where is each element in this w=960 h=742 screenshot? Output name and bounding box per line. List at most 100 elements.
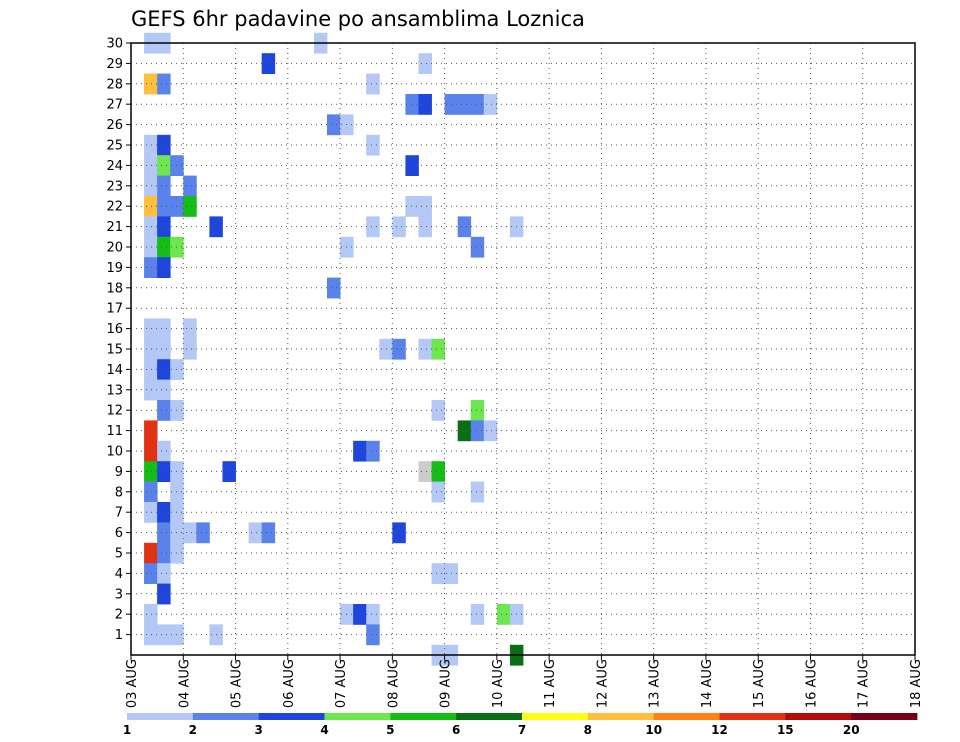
heatmap-cell (470, 400, 485, 421)
y-tick-label: 1 (115, 628, 123, 643)
colorbar-segment (127, 713, 194, 720)
heatmap-cell (144, 379, 158, 401)
heatmap-cell (183, 338, 197, 360)
heatmap-cell (457, 216, 472, 238)
heatmap-cell (366, 134, 380, 156)
heatmap-cell (144, 461, 158, 482)
y-tick-label: 30 (106, 37, 123, 52)
heatmap-cell (157, 379, 171, 401)
y-tick-label: 6 (115, 526, 123, 541)
colorbar-segment (456, 713, 523, 720)
y-tick-label: 4 (115, 567, 123, 582)
x-tick-label: 11 AUG (543, 659, 558, 708)
heatmap-cell (144, 563, 158, 584)
heatmap-cell (157, 359, 171, 380)
heatmap-cell (418, 461, 432, 482)
heatmap-cell (144, 338, 158, 360)
heatmap-cell (405, 196, 419, 217)
heatmap-cell (196, 522, 210, 544)
heatmap-cell (418, 53, 432, 74)
heatmap-cell (144, 542, 158, 564)
heatmap-cell (392, 522, 406, 544)
y-tick-label: 15 (106, 343, 123, 358)
heatmap-cell (157, 583, 171, 605)
heatmap-cell (496, 604, 511, 625)
x-tick-label: 08 AUG (386, 659, 401, 708)
y-tick-label: 11 (106, 424, 123, 439)
colorbar-label: 6 (452, 723, 460, 737)
x-tick-label: 04 AUG (177, 659, 192, 708)
heatmap-cell (157, 257, 171, 278)
y-tick-label: 7 (115, 506, 123, 521)
heatmap-cell (470, 420, 485, 442)
heatmap-cell (157, 624, 171, 646)
heatmap-cell (392, 338, 406, 360)
y-tick-label: 28 (106, 77, 123, 92)
colorbar-segment (851, 713, 918, 720)
colorbar-label: 20 (843, 723, 860, 737)
colorbar-label: 3 (255, 723, 263, 737)
heatmap-cell (144, 481, 158, 503)
colorbar-segment (390, 713, 457, 720)
heatmap-cell (144, 359, 158, 380)
heatmap-cell (470, 94, 485, 115)
heatmap-cell (144, 236, 158, 258)
heatmap-cell (157, 155, 171, 176)
y-tick-label: 14 (106, 363, 123, 378)
heatmap-cell (366, 216, 380, 238)
heatmap-cell (144, 216, 158, 238)
colorbar-label: 1 (123, 723, 131, 737)
heatmap-cell (405, 94, 419, 115)
heatmap-cell (157, 196, 171, 217)
colorbar-segment (785, 713, 852, 720)
heatmap-cell (431, 338, 445, 360)
colorbar-label: 15 (777, 723, 794, 737)
x-tick-label: 14 AUG (700, 659, 715, 708)
heatmap-cell (392, 216, 406, 238)
x-tick-label: 06 AUG (282, 659, 297, 708)
heatmap-cell (183, 522, 197, 544)
y-tick-label: 21 (106, 220, 123, 235)
y-tick-label: 24 (106, 159, 123, 174)
heatmap-cell (144, 73, 158, 95)
heatmap-cell (261, 522, 276, 544)
heatmap-cell (483, 94, 498, 115)
heatmap-cell (353, 604, 367, 625)
x-tick-label: 18 AUG (909, 659, 924, 708)
y-tick-label: 2 (115, 608, 123, 623)
colorbar-label: 4 (320, 723, 328, 737)
heatmap-cell (144, 440, 158, 462)
heatmap-cell (144, 196, 158, 217)
heatmap-cell (144, 134, 158, 156)
x-tick-label: 05 AUG (230, 659, 245, 708)
colorbar-segment (324, 713, 391, 720)
y-tick-label: 16 (106, 322, 123, 337)
colorbar-segment (587, 713, 655, 720)
x-axis-ticks: 03 AUG 04 AUG 05 AUG 06 AUG 07 AUG 08 AUG 09 A… (125, 655, 924, 708)
y-tick-label: 13 (106, 383, 123, 398)
heatmap-cell (222, 461, 236, 482)
heatmap-cell (261, 53, 276, 74)
y-tick-label: 10 (106, 445, 123, 460)
heatmap-cell (418, 216, 432, 238)
y-tick-label: 9 (115, 465, 123, 480)
y-tick-label: 3 (115, 587, 123, 602)
x-tick-label: 12 AUG (595, 659, 610, 708)
colorbar-segment (522, 713, 589, 720)
heatmap-cell (327, 277, 341, 299)
heatmap-cell (144, 420, 158, 442)
colorbar-label: 8 (584, 723, 592, 737)
heatmap-cell (183, 318, 197, 340)
chart-title: GEFS 6hr padavine po ansamblima Loznica (131, 7, 585, 31)
colorbar-label: 2 (189, 723, 197, 737)
heatmap-cell (431, 461, 445, 482)
heatmap-cell (457, 94, 472, 115)
y-tick-label: 29 (106, 57, 123, 72)
heatmap-cell (157, 461, 171, 482)
heatmap-cell (157, 73, 171, 95)
y-axis-ticks: 1234567891011121314151617181920212223242… (106, 37, 131, 643)
heatmap-cell (144, 318, 158, 340)
heatmap-cell (144, 624, 158, 646)
heatmap-cell (431, 481, 445, 503)
